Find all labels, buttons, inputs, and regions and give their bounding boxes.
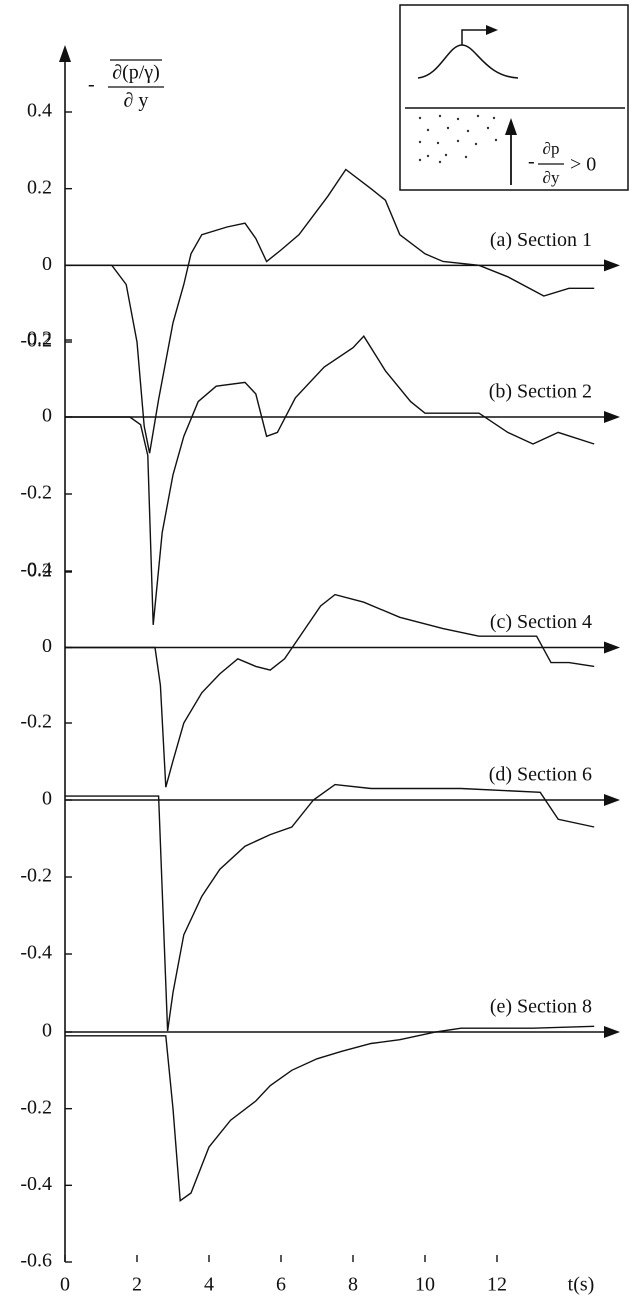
- data-line: [65, 335, 595, 625]
- y-tick-label: 0: [42, 253, 52, 275]
- data-line: [65, 1025, 595, 1202]
- panel-label: (c) Section 4: [490, 611, 592, 633]
- panel-label: (e) Section 8: [490, 996, 592, 1018]
- axis-arrow: [604, 641, 620, 654]
- x-tick-label: 6: [276, 1274, 286, 1296]
- y-tick-label: 0.2: [27, 176, 52, 198]
- data-line: [65, 783, 595, 1032]
- x-tick-label: 10: [415, 1274, 435, 1296]
- y-tick-label: -0.4: [20, 559, 52, 581]
- axis-arrow: [604, 259, 620, 272]
- x-tick-label: 2: [132, 1274, 142, 1296]
- inset-sign: -: [528, 151, 535, 173]
- y-tick-label: 0: [42, 788, 52, 810]
- y-tick-label: 0.4: [27, 100, 52, 122]
- inset-frame: [399, 4, 629, 191]
- y-tick-label: -0.6: [20, 1250, 52, 1272]
- axis-arrow: [604, 411, 620, 423]
- x-tick-label: 0: [60, 1274, 70, 1296]
- y-tick-label: -0.4: [20, 1173, 52, 1195]
- data-line: [65, 168, 595, 454]
- inset-relation: > 0: [570, 154, 596, 176]
- y-title-sign: -: [88, 74, 95, 96]
- panel-label: (a) Section 1: [490, 229, 592, 251]
- pressure-arrowhead: [505, 118, 517, 135]
- y-tick-label: 0: [42, 635, 52, 657]
- y-tick-label: -0.2: [20, 1096, 52, 1118]
- inset-denominator: ∂y: [543, 168, 560, 187]
- y-tick-label: 0.2: [27, 328, 52, 350]
- y-tick-label: 0: [42, 405, 52, 427]
- y-tick-label: -0.2: [20, 865, 52, 887]
- y-title-denominator: ∂ y: [124, 90, 149, 112]
- y-tick-label: 0: [42, 1020, 52, 1042]
- inset-numerator: ∂p: [543, 139, 560, 158]
- panel-label: (b) Section 2: [489, 381, 592, 403]
- axis-arrow: [604, 794, 620, 806]
- sediment-dots: [418, 114, 498, 164]
- wave-arrowhead: [486, 25, 498, 35]
- data-line: [65, 593, 595, 788]
- axis-arrow: [59, 45, 71, 62]
- inset: - ∂p ∂y > 0: [399, 4, 629, 191]
- y-tick-label: 0.2: [27, 560, 52, 582]
- panel-label: (d) Section 6: [489, 764, 592, 786]
- x-tick-label: 8: [348, 1274, 358, 1296]
- axis-arrow: [604, 1026, 620, 1038]
- y-tick-label: -0.2: [20, 482, 52, 504]
- y-title-numerator: ∂(p/γ): [112, 62, 160, 84]
- y-tick-label: -0.2: [20, 711, 52, 733]
- y-tick-label: -0.4: [20, 942, 52, 964]
- x-axis-title: t(s): [568, 1274, 595, 1296]
- wave-arrow: [461, 29, 488, 45]
- y-tick-label: -0.2: [20, 330, 52, 352]
- x-tick-label: 12: [487, 1274, 507, 1296]
- x-tick-label: 4: [204, 1274, 214, 1296]
